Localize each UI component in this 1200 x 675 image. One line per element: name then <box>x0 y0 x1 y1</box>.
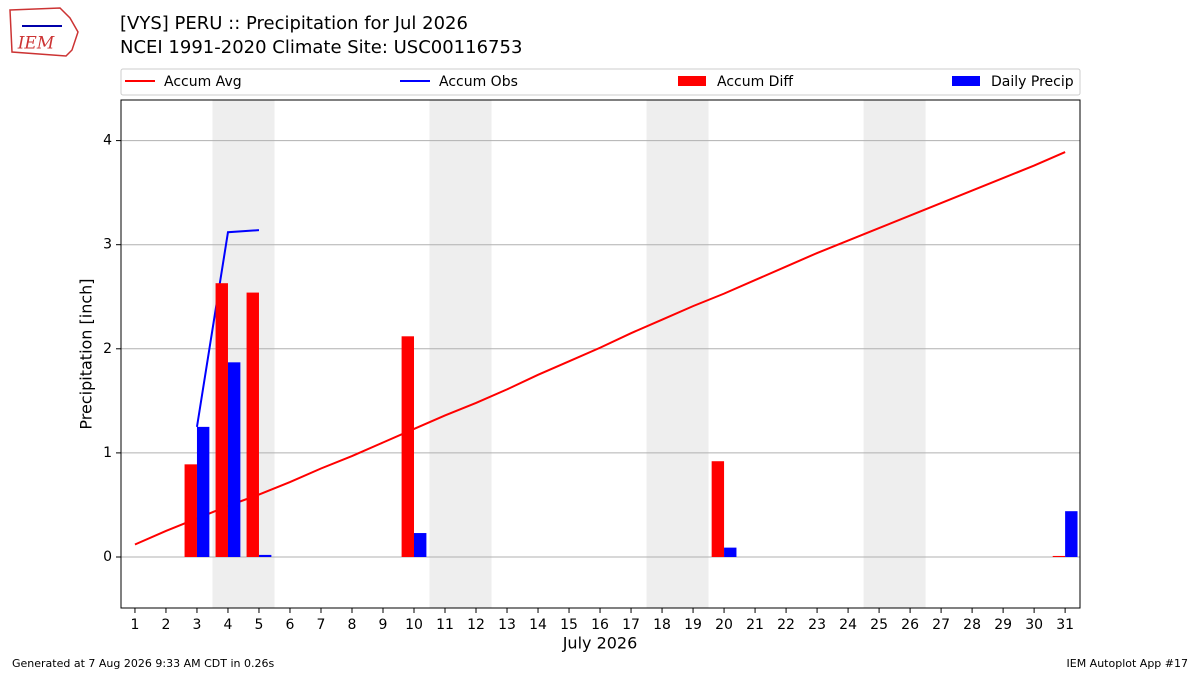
x-tick-label: 27 <box>932 617 950 633</box>
x-tick-label: 12 <box>467 617 485 633</box>
bar <box>1065 511 1078 557</box>
x-tick-label: 23 <box>808 617 826 633</box>
x-tick-label: 31 <box>1056 617 1074 633</box>
x-tick-label: 5 <box>255 617 264 633</box>
weekend-shade <box>646 100 709 608</box>
x-tick-label: 7 <box>317 617 326 633</box>
logo-outline <box>9 7 79 57</box>
x-tick-label: 25 <box>870 617 888 633</box>
bar <box>258 554 272 557</box>
bar <box>414 533 427 557</box>
x-tick-label: 10 <box>405 617 423 633</box>
bar <box>246 292 259 557</box>
bar <box>724 547 737 557</box>
x-tick-label: 29 <box>994 617 1012 633</box>
logo-text: IEM <box>17 34 55 54</box>
x-tick-label: 11 <box>436 617 454 633</box>
x-tick-label: 26 <box>901 617 919 633</box>
x-tick-label: 6 <box>286 617 295 633</box>
bar <box>711 461 725 557</box>
y-tick-label: 1 <box>103 445 112 461</box>
plot-area <box>121 100 1080 608</box>
y-tick-label: 2 <box>103 341 112 357</box>
legend-swatch <box>952 76 980 86</box>
legend-label: Accum Avg <box>164 74 242 90</box>
bar <box>215 283 228 557</box>
bar <box>184 464 197 557</box>
weekend-shade <box>863 100 926 608</box>
y-tick-label: 0 <box>103 549 112 565</box>
bar <box>227 362 241 557</box>
x-tick-label: 8 <box>348 617 357 633</box>
x-axis-label: July 2026 <box>562 634 638 653</box>
chart-title: [VYS] PERU :: Precipitation for Jul 2026 <box>120 13 468 34</box>
legend-label: Accum Diff <box>717 74 793 90</box>
footer-right: IEM Autoplot App #17 <box>1067 657 1189 670</box>
chart-subtitle: NCEI 1991-2020 Climate Site: USC00116753 <box>120 37 522 58</box>
x-tick-label: 18 <box>653 617 671 633</box>
logo: IEM <box>9 7 79 57</box>
x-tick-label: 13 <box>498 617 516 633</box>
y-tick-label: 4 <box>103 133 112 149</box>
x-tick-label: 17 <box>622 617 640 633</box>
line <box>195 229 260 428</box>
x-tick-label: 24 <box>839 617 857 633</box>
x-tick-label: 28 <box>963 617 981 633</box>
footer-left: Generated at 7 Aug 2026 9:33 AM CDT in 0… <box>12 657 274 670</box>
legend-label: Accum Obs <box>439 74 518 90</box>
x-tick-label: 16 <box>591 617 609 633</box>
x-tick-label: 19 <box>684 617 702 633</box>
legend-label: Daily Precip <box>991 74 1074 90</box>
legend-swatch <box>678 76 706 86</box>
x-tick-label: 15 <box>560 617 578 633</box>
x-tick-label: 3 <box>193 617 202 633</box>
x-tick-label: 9 <box>379 617 388 633</box>
x-tick-label: 14 <box>529 617 547 633</box>
line <box>134 151 1066 546</box>
y-tick-label: 3 <box>103 237 112 253</box>
bar <box>1052 555 1066 557</box>
bar <box>401 336 415 557</box>
x-tick-label: 1 <box>130 617 139 633</box>
x-tick-label: 20 <box>715 617 733 633</box>
x-tick-label: 21 <box>746 617 764 633</box>
x-tick-label: 30 <box>1025 617 1043 633</box>
bar <box>196 426 210 557</box>
x-tick-label: 4 <box>224 617 233 633</box>
x-tick-label: 2 <box>161 617 170 633</box>
weekend-shade <box>429 100 492 608</box>
x-tick-label: 22 <box>777 617 795 633</box>
y-axis-label: Precipitation [inch] <box>77 278 96 429</box>
legend-box <box>120 68 1081 96</box>
